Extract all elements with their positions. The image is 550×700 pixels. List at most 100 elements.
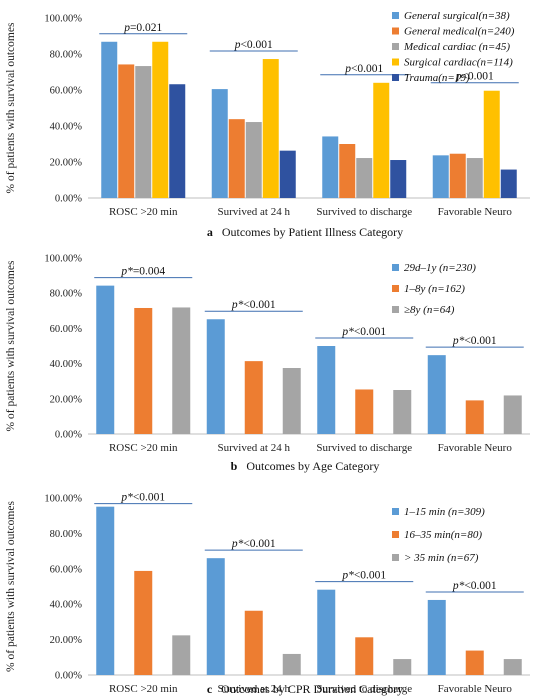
bar-a-s2-c0 [135, 66, 152, 198]
chart-caption: c Outcomes by CPR Duration Category [207, 682, 403, 696]
legend-entry: 1–15 min (n=309) [404, 506, 485, 518]
bar-c-s0-c2 [317, 589, 336, 675]
y-tick-label: 80.00% [50, 289, 83, 300]
bar-a-s2-c1 [245, 122, 262, 198]
legend-swatch [392, 74, 399, 81]
legend-entry: Medical cardiac (n=45) [403, 41, 510, 53]
bar-b-s2-c3 [503, 395, 522, 434]
bar-a-s1-c1 [228, 119, 245, 198]
y-tick-label: 60.00% [50, 564, 83, 575]
x-tick-label: Survived at 24 h [218, 206, 291, 218]
x-tick-label: Favorable Neuro [438, 442, 513, 454]
y-axis-label: % of patients with survival outcomes [5, 260, 17, 431]
legend-swatch [392, 43, 399, 50]
y-tick-label: 0.00% [55, 671, 82, 682]
x-tick-label: ROSC >20 min [109, 206, 178, 218]
bar-a-s0-c0 [101, 41, 118, 199]
p-value-label: p*<0.001 [120, 492, 165, 504]
bar-a-s0-c3 [432, 155, 449, 198]
bar-c-s1-c3 [465, 650, 484, 675]
legend: General surgical(n=38) General medical(n=… [392, 10, 515, 84]
p-value-label: p<0.001 [344, 63, 383, 75]
y-tick-label: 20.00% [50, 394, 83, 405]
legend-entry: 1–8y (n=162) [404, 283, 465, 295]
bar-a-s4-c3 [500, 169, 517, 198]
y-axis-label: % of patients with survival outcomes [5, 22, 17, 193]
chart-panel-b: 0.00% 20.00% 40.00% 60.00% 80.00% 100.00% % of… [5, 254, 530, 473]
y-tick-label: 80.00% [50, 529, 83, 540]
bar-b-s0-c2 [317, 346, 336, 434]
legend-swatch [392, 12, 399, 19]
x-tick-label: Survived at 24 h [218, 442, 291, 454]
legend-entry: General medical(n=240) [404, 26, 515, 38]
bar-b-s2-c1 [282, 368, 301, 434]
y-tick-label: 60.00% [50, 86, 83, 97]
legend-entry: General surgical(n=38) [404, 10, 510, 22]
legend-entry: 29d–1y (n=230) [404, 262, 476, 274]
y-tick-label: 20.00% [50, 635, 83, 646]
bar-a-s3-c0 [152, 41, 169, 199]
p-value-label: p*<0.001 [231, 538, 276, 550]
bar-c-s0-c3 [427, 599, 446, 675]
x-tick-label: Survived to discharge [316, 442, 412, 454]
legend-swatch [392, 531, 399, 538]
p-value-label: p*=0.004 [120, 266, 165, 278]
bar-a-s4-c0 [169, 84, 186, 198]
x-tick-label: Survived to discharge [316, 683, 412, 695]
bar-a-s1-c3 [449, 153, 466, 198]
legend-swatch [392, 264, 399, 271]
y-tick-label: 40.00% [50, 122, 83, 133]
bar-c-s0-c1 [206, 558, 225, 675]
bar-b-s1-c0 [134, 307, 153, 434]
p-value-label: p*<0.001 [341, 326, 386, 338]
x-tick-label: Favorable Neuro [438, 206, 513, 218]
bar-b-s1-c1 [244, 361, 263, 434]
x-tick-label: ROSC >20 min [109, 442, 178, 454]
y-tick-label: 80.00% [50, 50, 83, 61]
bar-b-s0-c0 [96, 285, 115, 434]
chart-panel-a: 0.00% 20.00% 40.00% 60.00% 80.00% 100.00% % of… [5, 10, 530, 239]
p-value-label: p*<0.001 [452, 335, 497, 347]
bar-a-s0-c1 [211, 89, 228, 198]
y-tick-label: 0.00% [55, 194, 82, 205]
bar-c-s2-c0 [172, 635, 191, 675]
bar-b-s1-c2 [355, 389, 374, 434]
y-tick-label: 60.00% [50, 324, 83, 335]
p-value-label: p<0.001 [234, 39, 273, 51]
y-axis-label: % of patients with survival outcomes [5, 501, 17, 672]
bar-b-s2-c2 [393, 390, 412, 434]
legend: 1–15 min (n=309) 16–35 min(n=80) > 35 min … [392, 506, 485, 564]
bar-c-s2-c3 [503, 659, 522, 675]
p-value-label: p*<0.001 [231, 299, 276, 311]
bar-b-s2-c0 [172, 307, 191, 434]
legend-swatch [392, 27, 399, 35]
bar-a-s1-c2 [339, 144, 356, 198]
y-tick-label: 100.00% [44, 254, 82, 265]
bar-c-s1-c1 [244, 610, 263, 675]
bar-a-s0-c2 [322, 136, 339, 198]
bar-a-s3-c3 [483, 90, 500, 198]
p-value-label: p*<0.001 [341, 570, 386, 582]
bar-c-s1-c2 [355, 637, 374, 675]
bar-a-s4-c1 [279, 150, 296, 198]
x-tick-label: Favorable Neuro [438, 683, 513, 695]
x-tick-label: Survived at 24 h [218, 683, 291, 695]
chart-caption: b Outcomes by Age Category [231, 459, 380, 473]
bar-c-s1-c0 [134, 570, 153, 675]
y-tick-label: 100.00% [44, 14, 82, 25]
bar-c-s0-c0 [96, 506, 115, 675]
bar-a-s4-c2 [390, 160, 407, 198]
legend-swatch [392, 306, 399, 313]
p-value-label: p<0.001 [455, 71, 494, 83]
legend-swatch [392, 285, 399, 292]
bar-b-s0-c1 [206, 319, 225, 434]
y-tick-label: 20.00% [50, 158, 83, 169]
legend-entry: Surgical cardiac(n=114) [404, 57, 513, 69]
bar-a-s3-c1 [262, 59, 279, 198]
legend-swatch [392, 58, 399, 66]
bar-c-s2-c2 [393, 659, 412, 675]
legend-entry: > 35 min (n=67) [404, 552, 479, 564]
y-tick-label: 40.00% [50, 359, 83, 370]
legend-entry: ≥8y (n=64) [404, 304, 455, 316]
